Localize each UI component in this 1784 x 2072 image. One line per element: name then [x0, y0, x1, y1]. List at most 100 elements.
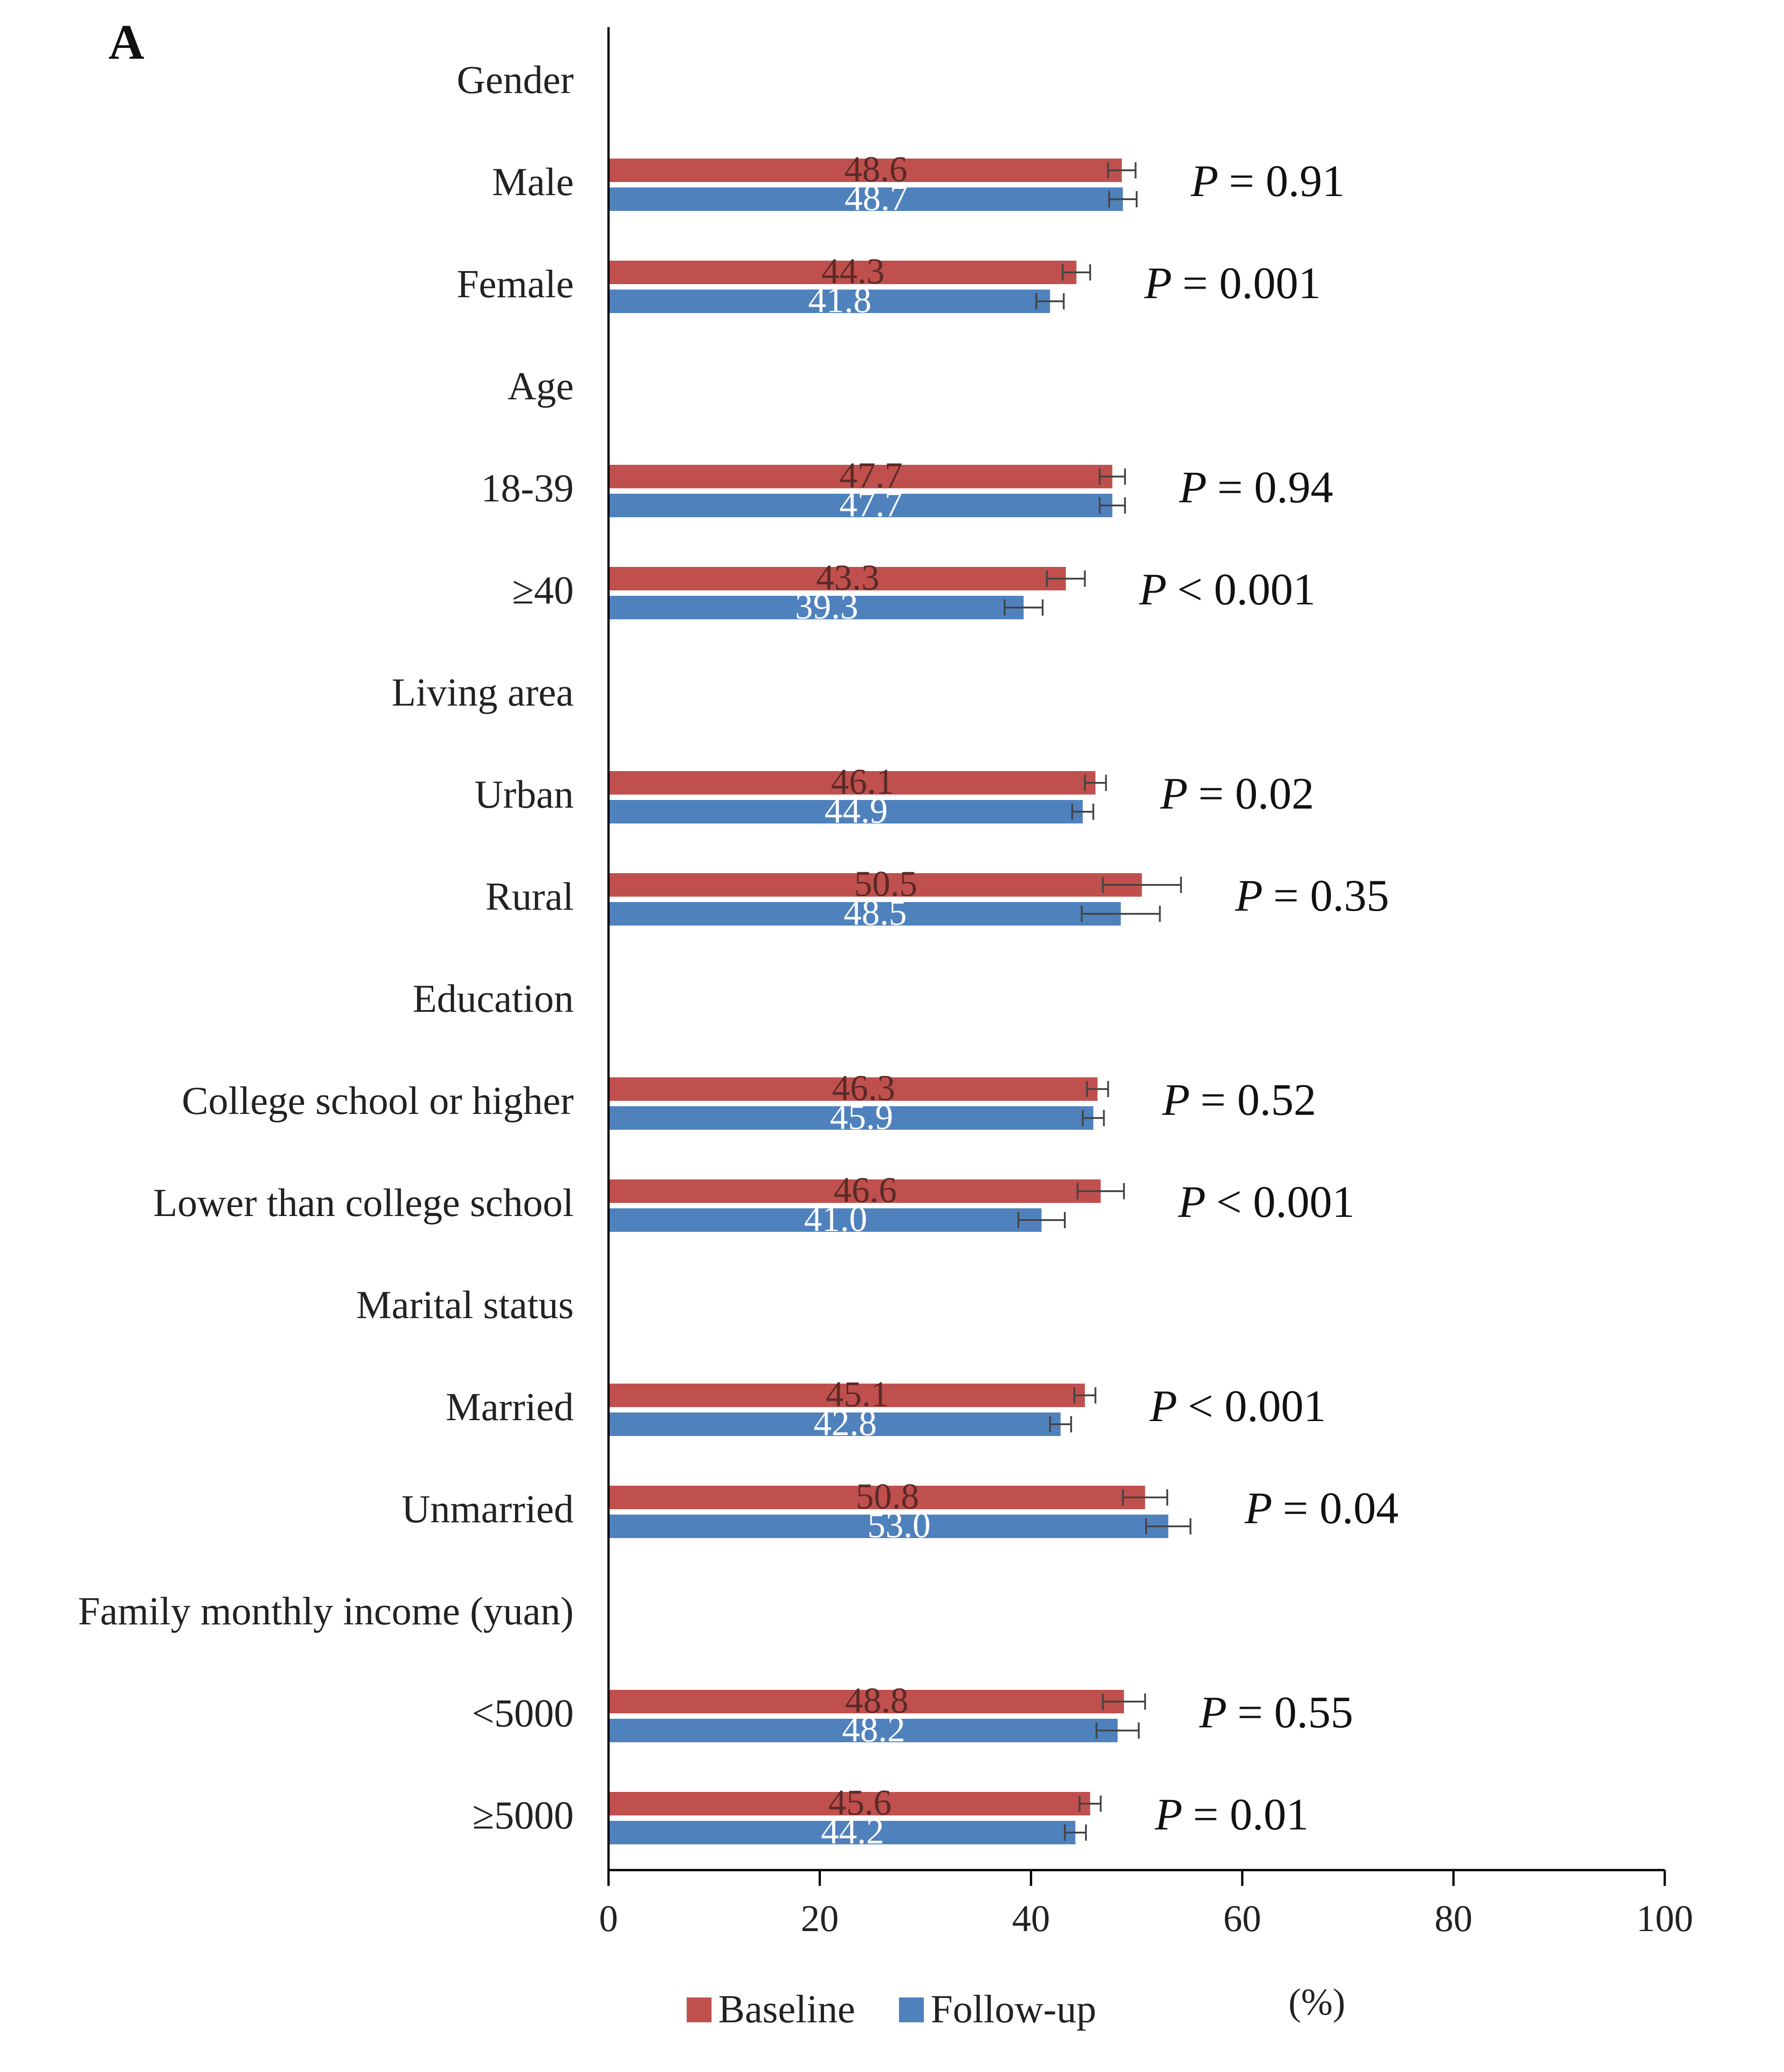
group-label-4: Marital status — [356, 1283, 574, 1327]
category-label-g2-c1: Rural — [485, 875, 574, 919]
bar-baseline-g3-c0 — [609, 1077, 1098, 1101]
bar-label-baseline-g1-c1: 43.3 — [816, 558, 880, 598]
category-label-g0-c1: Female — [457, 262, 574, 306]
category-label-g0-c0: Male — [492, 160, 574, 204]
error-followup-g4-c0 — [1049, 1416, 1072, 1432]
legend-swatch-baseline — [687, 1997, 712, 2022]
bar-followup-g3-c1 — [609, 1208, 1042, 1232]
p-value-g3-c1: P < 0.001 — [1178, 1177, 1355, 1227]
x-tick-label-1: 20 — [801, 1898, 839, 1940]
x-tick-label-4: 80 — [1434, 1898, 1472, 1940]
category-label-g3-c1: Lower than college school — [153, 1181, 574, 1225]
p-value-g2-c0: P = 0.02 — [1160, 768, 1314, 819]
legend-label-followup: Follow-up — [931, 1988, 1096, 2031]
error-followup-g0-c0 — [1108, 191, 1138, 207]
error-baseline-g3-c0 — [1086, 1081, 1109, 1097]
error-followup-g3-c1 — [1017, 1212, 1066, 1228]
group-label-0: Gender — [457, 58, 574, 102]
bar-baseline-g5-c0 — [609, 1690, 1124, 1713]
group-label-1: Age — [507, 365, 574, 408]
p-value-g1-c0: P = 0.94 — [1179, 462, 1333, 512]
p-value-g1-c1: P < 0.001 — [1138, 564, 1316, 614]
bar-label-baseline-g4-c1: 50.8 — [856, 1477, 919, 1516]
category-label-g5-c1: ≥5000 — [473, 1794, 574, 1838]
error-baseline-g1-c0 — [1099, 468, 1126, 485]
bar-followup-g5-c0 — [609, 1719, 1118, 1742]
p-value-g0-c0: P = 0.91 — [1190, 156, 1345, 206]
category-label-g4-c0: Married — [446, 1385, 574, 1429]
group-label-5: Family monthly income (yuan) — [78, 1590, 574, 1633]
bar-label-baseline-g5-c1: 45.6 — [828, 1783, 891, 1823]
error-followup-g1-c0 — [1099, 497, 1126, 514]
bar-label-followup-g0-c1: 41.8 — [808, 281, 871, 320]
x-axis-ticks: 0 20 40 60 80 100 — [599, 1870, 1693, 1940]
legend: Baseline Follow-up — [687, 1988, 1096, 2031]
bar-label-baseline-g4-c0: 45.1 — [826, 1375, 889, 1414]
error-baseline-g4-c0 — [1073, 1387, 1096, 1403]
bar-label-baseline-g3-c0: 46.3 — [832, 1068, 895, 1108]
error-baseline-g5-c1 — [1078, 1796, 1102, 1812]
x-axis-label: (%) — [1288, 1981, 1345, 2023]
bar-followup-g0-c0 — [609, 187, 1123, 211]
error-followup-g3-c0 — [1082, 1110, 1105, 1126]
bar-followup-g3-c0 — [609, 1106, 1094, 1130]
category-label-g3-c0: College school or higher — [182, 1079, 574, 1123]
bar-baseline-g1-c1 — [609, 567, 1066, 590]
bar-label-baseline-g5-c0: 48.8 — [845, 1681, 908, 1721]
error-baseline-g4-c1 — [1122, 1489, 1168, 1506]
error-baseline-g0-c1 — [1062, 264, 1091, 281]
bar-followup-g2-c0 — [609, 800, 1083, 823]
bar-label-followup-g5-c1: 44.2 — [821, 1812, 884, 1852]
p-value-g0-c1: P = 0.001 — [1144, 258, 1321, 308]
error-followup-g1-c1 — [1003, 599, 1044, 616]
error-baseline-g3-c1 — [1077, 1183, 1125, 1199]
group-label-2: Living area — [392, 671, 574, 715]
error-baseline-g0-c0 — [1107, 162, 1137, 178]
p-value-g3-c0: P = 0.52 — [1162, 1075, 1316, 1125]
error-followup-g0-c1 — [1035, 293, 1065, 309]
bar-label-followup-g4-c0: 42.8 — [814, 1403, 877, 1443]
bar-baseline-g0-c0 — [609, 159, 1122, 182]
bar-baseline-g3-c1 — [609, 1179, 1101, 1203]
error-baseline-g1-c1 — [1046, 571, 1086, 587]
category-label-g1-c1: ≥40 — [512, 569, 574, 613]
error-baseline-g2-c0 — [1084, 775, 1107, 791]
bar-label-followup-g0-c0: 48.7 — [845, 178, 908, 218]
bar-followup-g4-c0 — [609, 1413, 1061, 1436]
bar-label-baseline-g1-c0: 47.7 — [839, 456, 903, 496]
category-label-g1-c0: 18-39 — [481, 467, 574, 510]
bar-baseline-g2-c0 — [609, 771, 1096, 795]
error-followup-g2-c1 — [1081, 906, 1161, 922]
bar-baseline-g4-c1 — [609, 1486, 1145, 1509]
panel-letter: A — [108, 14, 144, 70]
x-tick-label-3: 60 — [1223, 1898, 1261, 1940]
bar-followup-g5-c1 — [609, 1821, 1076, 1844]
bar-label-followup-g1-c0: 47.7 — [839, 485, 903, 524]
bar-baseline-g5-c1 — [609, 1792, 1091, 1815]
bar-label-followup-g2-c0: 44.9 — [824, 791, 888, 831]
bar-label-baseline-g3-c1: 46.6 — [833, 1170, 897, 1210]
p-value-g4-c1: P = 0.04 — [1244, 1483, 1399, 1533]
category-label-g4-c1: Unmarried — [402, 1487, 574, 1531]
category-label-g2-c0: Urban — [474, 773, 574, 817]
x-tick-label-5: 100 — [1636, 1898, 1693, 1940]
p-value-g4-c0: P < 0.001 — [1149, 1381, 1326, 1431]
bar-label-followup-g4-c1: 53.0 — [867, 1506, 931, 1545]
bar-followup-g2-c1 — [609, 902, 1121, 926]
error-followup-g5-c0 — [1096, 1722, 1140, 1739]
bar-label-baseline-g2-c1: 50.5 — [854, 864, 918, 904]
chart-rows: Gender Male 48.648.7 P = 0.91 Female 44.341.8… — [78, 58, 1399, 1852]
error-followup-g5-c1 — [1064, 1824, 1087, 1841]
bar-followup-g1-c0 — [609, 494, 1113, 517]
bar-baseline-g4-c0 — [609, 1384, 1085, 1407]
bar-label-baseline-g0-c0: 48.6 — [844, 150, 908, 189]
legend-label-baseline: Baseline — [718, 1988, 855, 2031]
category-label-g5-c0: <5000 — [472, 1692, 574, 1735]
p-value-g5-c1: P = 0.01 — [1155, 1789, 1309, 1839]
p-value-g2-c1: P = 0.35 — [1235, 870, 1389, 921]
group-label-3: Education — [412, 977, 574, 1021]
x-tick-label-2: 40 — [1012, 1898, 1050, 1940]
bar-label-followup-g3-c1: 41.0 — [804, 1199, 867, 1239]
legend-swatch-followup — [899, 1997, 924, 2022]
